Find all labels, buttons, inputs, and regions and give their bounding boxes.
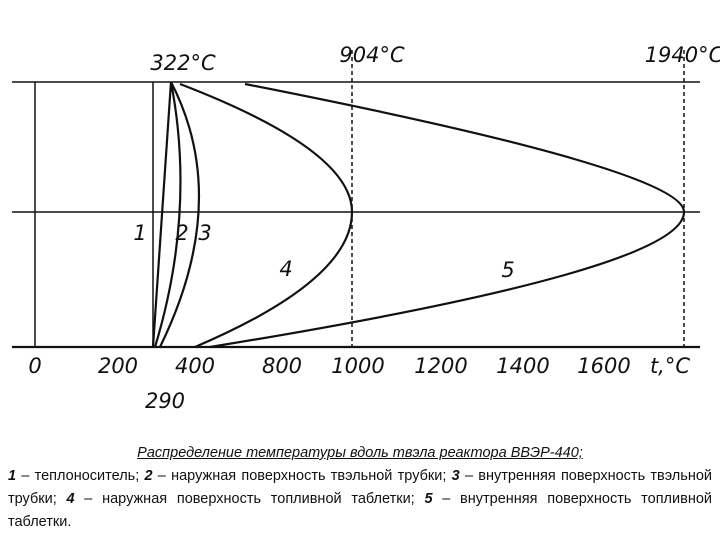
item-number: 2 [144,468,153,484]
item-number: 5 [424,491,433,507]
axis-label: 800 [262,354,302,378]
curve-label: 1 [133,221,146,245]
axis-label: 1000 [331,354,384,378]
caption: Распределение температуры вдоль твэла ре… [8,442,712,534]
curve-label: 5 [501,258,514,282]
curve-label: 4 [279,257,292,281]
axis-label: 0 [28,354,41,378]
caption-title: Распределение температуры вдоль твэла ре… [137,445,583,461]
caption-body: 1 – теплоноситель; 2 – наружная поверхно… [8,465,712,534]
diagram: 322°C 904°C 1940°C 0 200 400 800 1000 12… [12,43,720,413]
item-number: 3 [451,468,460,484]
top-label: 322°C [150,51,216,75]
below-label: 290 [145,389,185,413]
curve-label: 3 [198,221,211,245]
item-text: – наружная поверхность твэльной трубки; [152,468,452,484]
curve-label: 2 [175,221,188,245]
item-text: – наружная поверхность топливной таблетк… [74,491,425,507]
curves [151,81,686,349]
item-number: 1 [8,468,17,484]
item-text: – внутренняя поверхность топливной табле… [8,491,712,530]
axis-label: 1200 [414,354,467,378]
item-text: – внутренняя поверхность твэльной трубки… [8,468,712,507]
top-label: 904°C [339,43,405,67]
frame [12,50,700,349]
item-number: 4 [66,491,75,507]
axis-label: 1400 [496,354,549,378]
axis-label: 1600 [577,354,630,378]
axis-label: t,°C [650,354,690,378]
axis-label: 200 [98,354,138,378]
item-text: – теплоноситель; [16,468,145,484]
axis-label: 400 [175,354,215,378]
top-label: 1940°C [645,43,720,67]
